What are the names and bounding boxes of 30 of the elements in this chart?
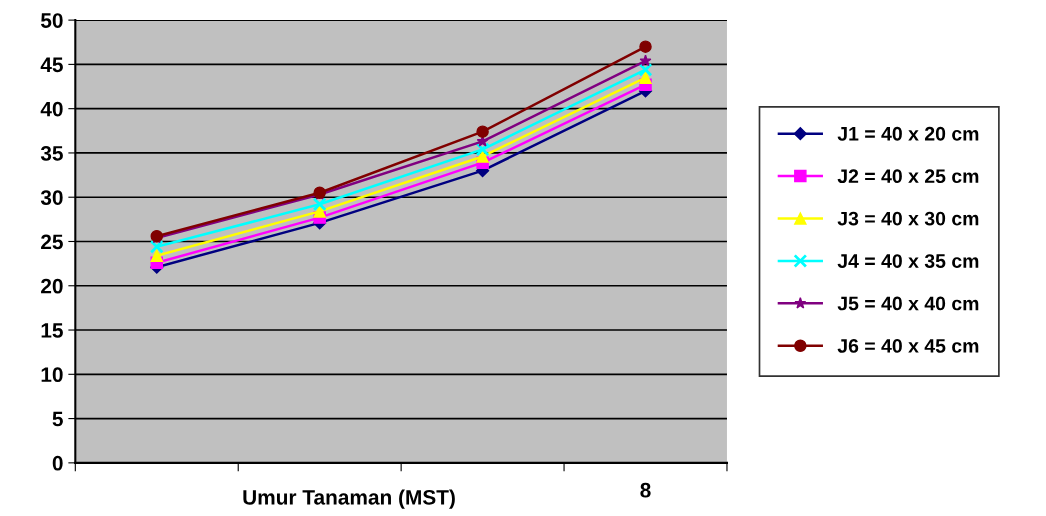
- y-tick-label: 10: [41, 367, 63, 383]
- point: [150, 249, 164, 262]
- point: [476, 150, 489, 163]
- point: [475, 142, 490, 157]
- y-tick-label: 35: [40, 145, 63, 161]
- point: [313, 205, 326, 218]
- point: [639, 40, 652, 53]
- point: [639, 71, 652, 84]
- legend-label: J5 = 40 x 40 cm: [837, 296, 979, 311]
- legend-label: J4 = 40 x 35 cm: [837, 254, 979, 268]
- y-tick-label: 30: [40, 190, 63, 205]
- point: [312, 197, 327, 212]
- y-tick-label: 25: [41, 234, 63, 250]
- y-tick-label: 40: [40, 101, 63, 117]
- legend-label: J6 = 40 x 45 cm: [837, 339, 979, 353]
- point: [638, 62, 653, 77]
- y-tick-label: 15: [41, 323, 63, 338]
- point: [476, 125, 489, 138]
- x-tick-label: 8: [640, 482, 651, 498]
- legend-label: J2 = 40 x 25 cm: [837, 169, 979, 184]
- y-tick-label: 45: [40, 57, 63, 73]
- y-tick-label: 5: [52, 411, 63, 427]
- x-axis-title: Umur Tanaman (MST): [243, 489, 455, 509]
- y-tick-label: 0: [52, 455, 63, 471]
- y-tick-label: 50: [40, 13, 63, 28]
- point: [149, 239, 164, 254]
- legend-label: J1 = 40 x 20 cm: [837, 126, 979, 141]
- legend-label: J3 = 40 x 30 cm: [837, 211, 979, 226]
- point: [639, 54, 652, 67]
- y-tick-label: 20: [41, 278, 63, 294]
